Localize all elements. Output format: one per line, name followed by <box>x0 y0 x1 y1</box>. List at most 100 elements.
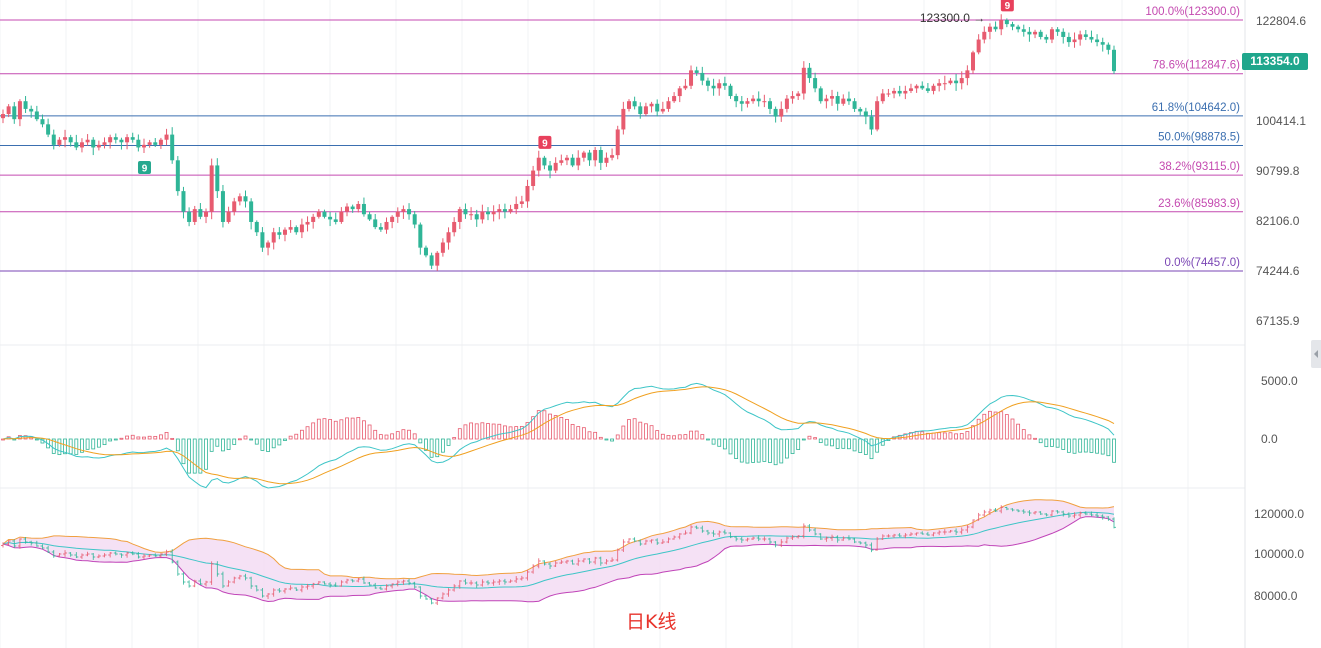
macd-histogram-bar <box>1089 438 1094 453</box>
macd-histogram-bar <box>587 431 592 440</box>
macd-histogram-bar <box>356 417 361 440</box>
candle-body <box>564 157 569 161</box>
candle-body <box>908 88 913 91</box>
macd-tick: 0.0 <box>1261 432 1278 446</box>
macd-histogram-bar <box>63 438 67 455</box>
macd-histogram-bar <box>1027 434 1032 440</box>
candle-body <box>175 160 180 192</box>
candle-body <box>46 124 51 135</box>
macd-histogram-bar <box>136 436 141 440</box>
macd-histogram-bar <box>621 425 626 440</box>
macd-histogram-bar <box>170 437 175 440</box>
candle-body <box>773 108 778 117</box>
candle-body <box>63 137 68 140</box>
macd-histogram-bar <box>452 437 457 440</box>
price-tick: 122804.6 <box>1256 14 1306 28</box>
candle-body <box>243 196 248 202</box>
macd-histogram-bar <box>316 418 321 440</box>
macd-histogram-bar <box>96 438 101 448</box>
candle-body <box>858 108 863 112</box>
macd-histogram-bar <box>80 438 84 453</box>
candlestick-series <box>1 14 1116 271</box>
candle-body <box>299 224 304 233</box>
candle-body <box>548 165 553 171</box>
macd-histogram-bar <box>232 438 237 445</box>
macd-histogram-bar <box>1072 438 1077 454</box>
macd-histogram-bar <box>768 438 772 463</box>
candle-body <box>999 20 1004 30</box>
macd-histogram-bar <box>519 425 524 440</box>
macd-histogram-bar <box>412 433 417 440</box>
candle-body <box>125 137 130 143</box>
candle-body <box>147 142 152 145</box>
macd-histogram-bar <box>700 434 705 440</box>
macd-histogram-bar <box>1078 438 1083 453</box>
macd-histogram-bar <box>1083 438 1088 453</box>
candle-body <box>536 157 541 171</box>
boll-mid-line <box>2 511 1115 589</box>
candle-body <box>91 139 96 148</box>
macd-histogram-bar <box>982 413 987 440</box>
candle-body <box>435 252 440 266</box>
fib-label: 0.0%(74457.0) <box>1165 257 1241 269</box>
macd-histogram-bar <box>559 417 564 440</box>
macd-histogram-bar <box>350 417 355 440</box>
candle-body <box>779 108 784 117</box>
candle-body <box>638 106 643 115</box>
candle-body <box>452 221 457 233</box>
candle-body <box>350 206 355 210</box>
candle-body <box>1 114 5 119</box>
macd-histogram-bar <box>51 438 56 454</box>
macd-histogram-bar <box>976 418 981 440</box>
macd-histogram-bar <box>305 426 310 440</box>
candle-body <box>655 103 660 112</box>
macd-histogram-bar <box>435 438 440 458</box>
macd-histogram-bar <box>283 438 287 441</box>
macd-histogram-bar <box>192 438 197 474</box>
macd-histogram-bar <box>999 411 1004 440</box>
candle-body <box>914 85 919 89</box>
macd-histogram-bar <box>497 423 502 440</box>
candle-body <box>367 214 372 220</box>
macd-histogram-bar <box>424 438 428 451</box>
candle-body <box>756 98 761 102</box>
price-tick: 82106.0 <box>1256 214 1300 228</box>
macd-histogram-bar <box>971 425 975 440</box>
macd-histogram-bar <box>672 435 677 440</box>
macd-histogram-bar <box>920 431 925 440</box>
macd-dea-line <box>2 386 1115 485</box>
candle-body <box>722 83 727 86</box>
candle-body <box>198 209 203 217</box>
candle-body <box>407 209 412 215</box>
macd-histogram-bar <box>91 438 96 450</box>
candle-body <box>519 201 524 204</box>
candle-body <box>666 101 671 109</box>
candle-body <box>153 142 158 145</box>
candle-body <box>626 101 631 109</box>
panel-collapse-handle[interactable] <box>1311 340 1321 368</box>
macd-histogram-bar <box>260 438 265 451</box>
candle-body <box>610 155 615 158</box>
candle-body <box>1010 24 1015 27</box>
fibonacci-levels: 100.0%(123300.0) 78.6%(112847.6) 61.8%(104… <box>0 6 1243 272</box>
candle-body <box>875 101 880 130</box>
macd-histogram-bar <box>863 438 868 455</box>
candle-body <box>316 211 321 217</box>
candle-body <box>232 201 237 212</box>
candle-body <box>1100 42 1105 45</box>
macd-histogram-bar <box>463 424 468 440</box>
macd-histogram-bar <box>593 431 598 440</box>
candle-body <box>282 229 287 235</box>
candle-body <box>401 209 406 212</box>
macd-histogram-bar <box>142 436 146 440</box>
candle-body <box>762 101 767 103</box>
macd-histogram-bar <box>598 436 603 440</box>
td-marker <box>538 135 552 149</box>
macd-histogram-bar <box>807 435 812 440</box>
macd-histogram-bar <box>474 423 479 440</box>
candle-body <box>982 31 987 40</box>
macd-histogram-bar <box>813 437 818 440</box>
candle-body <box>1089 36 1094 40</box>
macd-histogram-bar <box>514 426 519 440</box>
